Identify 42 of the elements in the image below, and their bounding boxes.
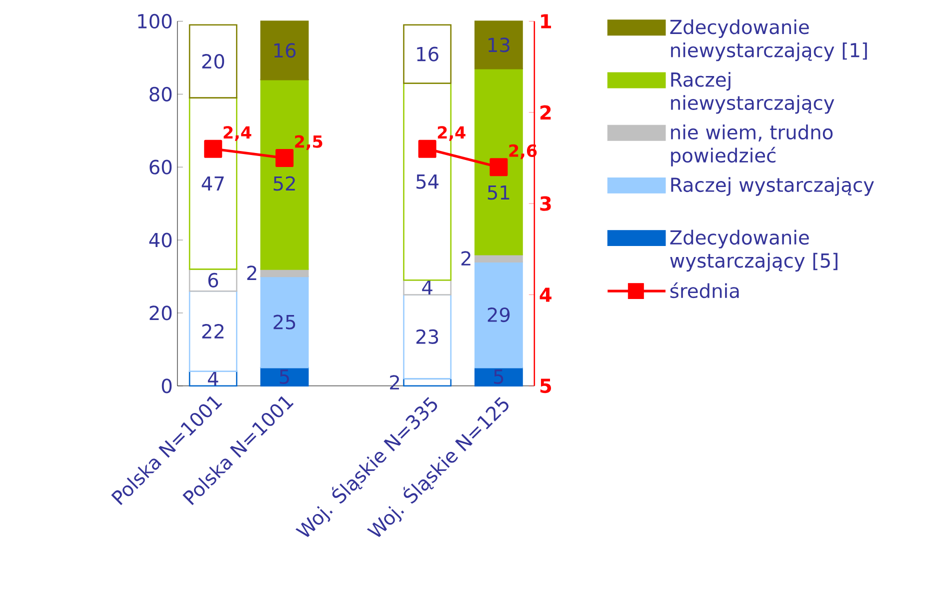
- data-label: 16: [417, 46, 438, 62]
- y-tick-label: 80: [150, 87, 172, 102]
- point: [204, 140, 222, 158]
- data-label: 47: [202, 176, 224, 191]
- bar: [260, 276, 309, 369]
- y2-tick-label: 1: [541, 14, 552, 29]
- bar: [474, 20, 523, 70]
- y-tick-label: 40: [149, 232, 172, 248]
- data-label: 4: [422, 280, 432, 295]
- y-tick-label: 20: [150, 306, 172, 321]
- legend-label: Zdecydowanie wystarczający [5]: [670, 230, 838, 272]
- bar: [474, 262, 523, 369]
- legend-label: Zdecydowanie niewystarczający [1]: [670, 20, 867, 62]
- y2-tick-label: 2: [540, 105, 551, 120]
- data-label: 6: [208, 273, 218, 288]
- data-label: 25: [274, 315, 296, 330]
- data-label: 20: [202, 54, 224, 69]
- data-label: 2: [247, 266, 256, 280]
- y2-tick-label: 3: [540, 196, 551, 212]
- data-label: 54: [416, 174, 438, 190]
- legend-label: Raczej wystarczający: [671, 177, 874, 196]
- y-tick-label: 0: [162, 378, 172, 394]
- bar: [260, 20, 309, 80]
- data-label: 29: [488, 308, 510, 322]
- data-label: 13: [488, 38, 510, 52]
- y2-tick-label: 5: [540, 378, 551, 394]
- legend-label: średnia: [670, 282, 739, 298]
- y-tick-label: 60: [150, 160, 172, 175]
- data-label: 2: [461, 251, 470, 266]
- data-label: 52: [274, 176, 295, 192]
- data-label: 22: [202, 324, 224, 339]
- point: [418, 140, 436, 158]
- legend-label: Raczej niewystarczający: [671, 72, 834, 114]
- data-label: 51: [488, 186, 510, 200]
- data-label: 23: [416, 330, 438, 344]
- legend-label: nie wiem, trudno powiedzieć: [671, 124, 833, 167]
- y2-tick-label: 4: [540, 288, 552, 302]
- point: [490, 158, 508, 176]
- data-label: 16: [274, 43, 296, 58]
- data-label: 4: [208, 372, 218, 386]
- point: [276, 149, 294, 168]
- y-tick-label: 100: [138, 14, 172, 29]
